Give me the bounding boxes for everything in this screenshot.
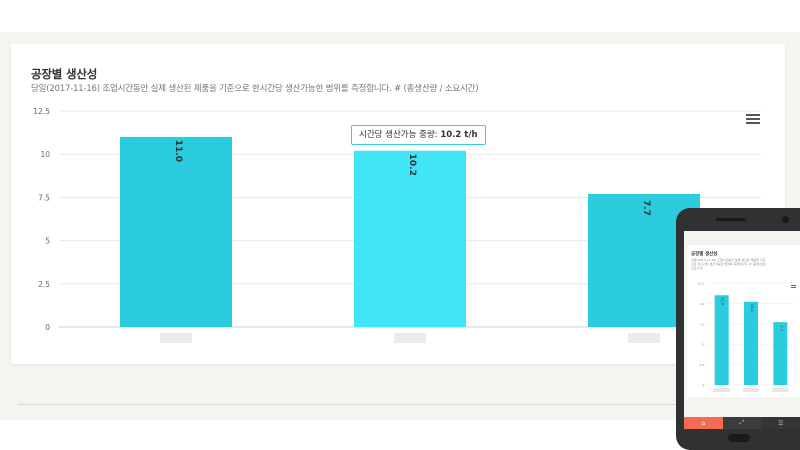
- nav-chart[interactable]: ⤢: [722, 417, 762, 429]
- mini-y-tick-label: 10: [700, 302, 704, 306]
- phone-screen: 공장별 생산성 당일(2017-11-16) 조업시간동안 실제 생산된 제품을…: [684, 231, 800, 429]
- mini-productivity-card: 공장별 생산성 당일(2017-11-16) 조업시간동안 실제 생산된 제품을…: [687, 245, 800, 397]
- bar-data-label: 7.7: [641, 200, 651, 216]
- bar[interactable]: [354, 150, 466, 327]
- mini-bar-data-label: 7.7: [779, 325, 783, 331]
- mini-bar: [744, 301, 758, 385]
- mini-y-tick-label: 2.5: [699, 363, 704, 367]
- tooltip-value: 10.2 t/h: [440, 130, 478, 140]
- y-tick-label: 7.5: [38, 193, 50, 202]
- mini-bar-chart: 0 2.5 5 7.5 10 12.5 11.0 10.2 7.7: [697, 282, 796, 392]
- mini-bar: [773, 322, 788, 385]
- productivity-card: 공장별 생산성 당일(2017-11-16) 조업시간동안 실제 생산된 제품을…: [11, 44, 785, 364]
- mini-y-tick-label: 5: [702, 343, 704, 347]
- phone-camera: [782, 216, 789, 223]
- list-icon: ☰: [777, 419, 784, 427]
- y-tick-label: 2.5: [38, 280, 50, 289]
- hamburger-icon[interactable]: [746, 114, 760, 126]
- mini-y-tick-label: 7.5: [699, 322, 704, 326]
- phone-speaker: [716, 218, 746, 221]
- mini-bar: [714, 295, 729, 385]
- mini-y-tick-label: 12.5: [697, 282, 704, 286]
- bar[interactable]: [120, 136, 232, 327]
- mini-card-subtitle: 당일(2017-11-16) 조업시간동안 실제 생산된 제품을 기준으로 한시…: [691, 258, 767, 270]
- card-subtitle: 당일(2017-11-16) 조업시간동안 실제 생산된 제품을 기준으로 한시…: [31, 84, 479, 94]
- nav-home[interactable]: ⌂: [684, 417, 723, 429]
- bottom-nav: ⌂ ⤢ ☰: [684, 417, 800, 429]
- mini-card-title: 공장별 생산성: [691, 252, 718, 257]
- mini-x-tick-label: [713, 388, 730, 392]
- mini-x-tick-label: [772, 388, 789, 392]
- nav-list[interactable]: ☰: [761, 417, 800, 429]
- phone-home-button[interactable]: [728, 434, 750, 442]
- x-tick-label: [394, 333, 426, 343]
- y-tick-label: 12.5: [33, 107, 50, 116]
- productivity-bar-chart: 0 2.5 5 7.5 10 12.5 11.0 10.2 7.7: [33, 107, 761, 343]
- mini-bar-data-label: 11.0: [721, 297, 725, 305]
- bar-data-label: 11.0: [173, 140, 183, 162]
- y-tick-label: 0: [45, 323, 50, 332]
- home-icon: ⌂: [701, 419, 706, 427]
- chart-tooltip: 시간당 생산가능 중량: 10.2 t/h: [351, 125, 486, 145]
- y-tick-label: 10: [40, 150, 50, 159]
- divider: [18, 404, 678, 405]
- bar-data-label: 10.2: [407, 154, 417, 176]
- y-tick-label: 5: [45, 237, 50, 246]
- mini-y-tick-label: 0: [702, 384, 704, 388]
- mini-menu-icon: [791, 287, 796, 288]
- tooltip-label: 시간당 생산가능 중량:: [359, 130, 438, 140]
- phone-mockup: 공장별 생산성 당일(2017-11-16) 조업시간동안 실제 생산된 제품을…: [676, 208, 800, 450]
- chart-icon: ⤢: [739, 419, 745, 426]
- mini-menu-icon: [791, 285, 796, 286]
- x-tick-label: [160, 333, 192, 343]
- card-title: 공장별 생산성: [31, 67, 98, 81]
- mini-bar-data-label: 10.2: [750, 304, 754, 312]
- mini-x-tick-label: [743, 388, 759, 392]
- x-tick-label: [628, 333, 660, 343]
